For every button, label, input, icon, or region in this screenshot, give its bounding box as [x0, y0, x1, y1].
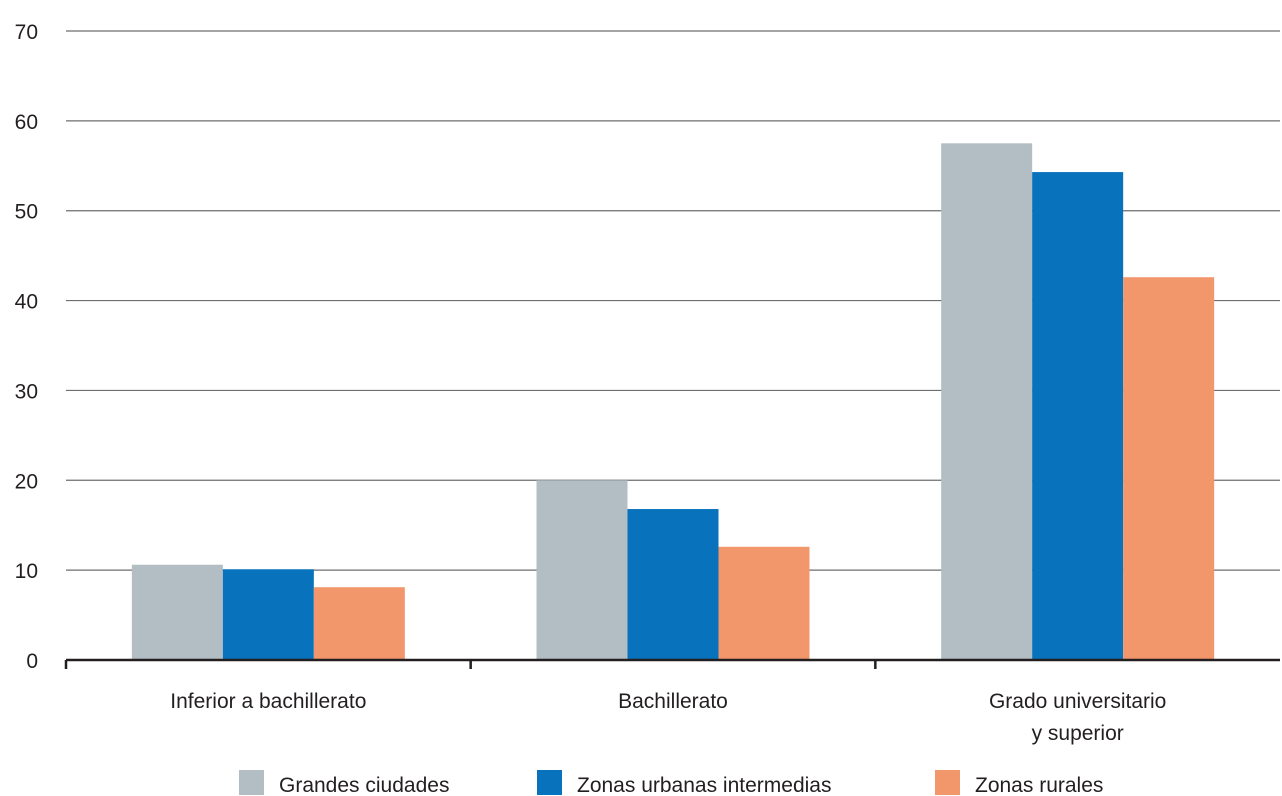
- x-axis: [64, 658, 1280, 669]
- legend: Grandes ciudades Zonas urbanas intermedia…: [239, 770, 1103, 796]
- bar-2-1: [222, 569, 314, 660]
- bar-1-2: [536, 480, 628, 660]
- bar-2-2: [627, 509, 719, 660]
- legend-label-3: Zonas rurales: [975, 774, 1103, 796]
- legend-swatch-2: [537, 770, 562, 795]
- y-tick-label-40: 40: [15, 291, 38, 314]
- legend-swatch-3: [935, 770, 960, 795]
- bars: [131, 143, 1215, 661]
- legend-label-1: Grandes ciudades: [279, 774, 449, 796]
- bar-3-3: [1123, 277, 1215, 660]
- legend-label-2: Zonas urbanas intermedias: [577, 774, 831, 796]
- category-label-3-line-1: Grado universitario: [989, 690, 1166, 713]
- bar-1-3: [941, 143, 1033, 661]
- y-tick-label-30: 30: [15, 380, 38, 403]
- bar-3-2: [718, 546, 810, 660]
- y-axis-tick-labels: 0 10 20 30 40 50 60 70: [15, 21, 38, 673]
- gridlines: [66, 30, 1280, 571]
- category-label-2: Bachillerato: [618, 690, 728, 713]
- y-tick-label-10: 10: [15, 560, 38, 583]
- y-tick-label-60: 60: [15, 111, 38, 134]
- y-tick-label-50: 50: [15, 201, 38, 224]
- category-label-3-line-2: y superior: [1032, 722, 1124, 745]
- bar-2-3: [1032, 172, 1124, 660]
- bar-3-1: [313, 587, 405, 660]
- y-tick-label-0: 0: [26, 650, 38, 673]
- legend-swatch-1: [239, 770, 264, 795]
- category-label-1: Inferior a bachillerato: [170, 690, 366, 713]
- bar-1-1: [131, 564, 223, 660]
- category-labels: Inferior a bachillerato Bachillerato Grado…: [170, 690, 1166, 745]
- y-tick-label-70: 70: [15, 21, 38, 44]
- y-tick-label-20: 20: [15, 470, 38, 493]
